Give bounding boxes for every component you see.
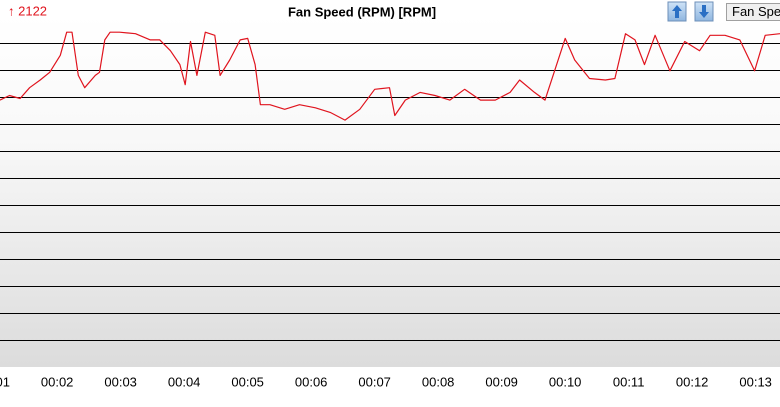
x-tick-label: 00:02: [41, 374, 74, 389]
x-tick-label: 00:01: [0, 374, 10, 389]
header-bar: [0, 0, 780, 16]
current-value: ↑ 2122: [8, 3, 47, 18]
x-tick-label: 00:09: [485, 374, 518, 389]
sensor-button[interactable]: Fan Speed: [726, 3, 780, 21]
x-tick-label: 00:05: [231, 374, 264, 389]
x-axis-area: [0, 367, 780, 407]
x-tick-label: 00:13: [739, 374, 772, 389]
x-tick-label: 00:11: [613, 374, 645, 389]
scroll-up-button[interactable]: [667, 1, 687, 22]
plot-area: [0, 16, 780, 367]
x-tick-label: 00:08: [422, 374, 455, 389]
arrow-down-icon: [699, 5, 709, 18]
x-tick-label: 00:06: [295, 374, 328, 389]
x-tick-label: 00:04: [168, 374, 201, 389]
chart-title: Fan Speed (RPM) [RPM]: [288, 4, 436, 19]
x-tick-label: 00:03: [104, 374, 137, 389]
button-label[interactable]: Fan Speed: [732, 4, 780, 19]
scroll-down-button[interactable]: [694, 1, 714, 22]
x-tick-label: 00:10: [549, 374, 582, 389]
x-tick-label: 00:12: [676, 374, 709, 389]
button-frame[interactable]: [726, 3, 780, 21]
x-tick-label: 00:07: [358, 374, 391, 389]
arrow-up-icon: [672, 5, 682, 18]
data-line: [0, 31, 780, 121]
